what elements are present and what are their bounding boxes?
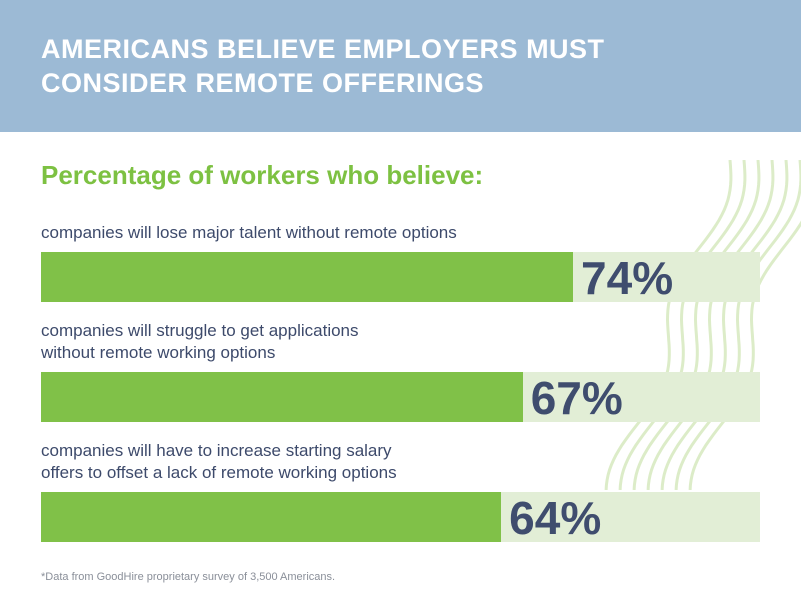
data-label: 64% [509, 492, 602, 544]
header-banner: AMERICANS BELIEVE EMPLOYERS MUST CONSIDE… [0, 0, 801, 132]
wave-line [660, 160, 789, 490]
category-label: companies will struggle to get applicati… [41, 321, 359, 340]
bar [41, 372, 523, 422]
wave-line [604, 160, 733, 490]
wave-line [674, 160, 801, 490]
wave-line [618, 160, 747, 490]
data-label: 67% [530, 372, 623, 424]
bar-track: 74% [41, 252, 760, 304]
category-label: companies will have to increase starting… [41, 441, 392, 460]
wave-line [632, 160, 761, 490]
category-label: offers to offset a lack of remote workin… [41, 463, 397, 482]
bar-track: 64% [41, 492, 760, 544]
chart-subtitle: Percentage of workers who believe: [41, 160, 484, 190]
bar [41, 492, 502, 542]
data-label: 74% [581, 252, 674, 304]
footnote: *Data from GoodHire proprietary survey o… [41, 571, 336, 583]
bar-track: 67% [41, 372, 760, 424]
wave-line [646, 160, 775, 490]
category-label: without remote working options [41, 343, 276, 362]
decorative-waves [604, 160, 801, 490]
chart-title: AMERICANS BELIEVE EMPLOYERS MUST CONSIDE… [41, 34, 605, 98]
category-label: companies will lose major talent without… [41, 223, 457, 242]
bar [41, 252, 574, 302]
wave-line [688, 220, 801, 490]
